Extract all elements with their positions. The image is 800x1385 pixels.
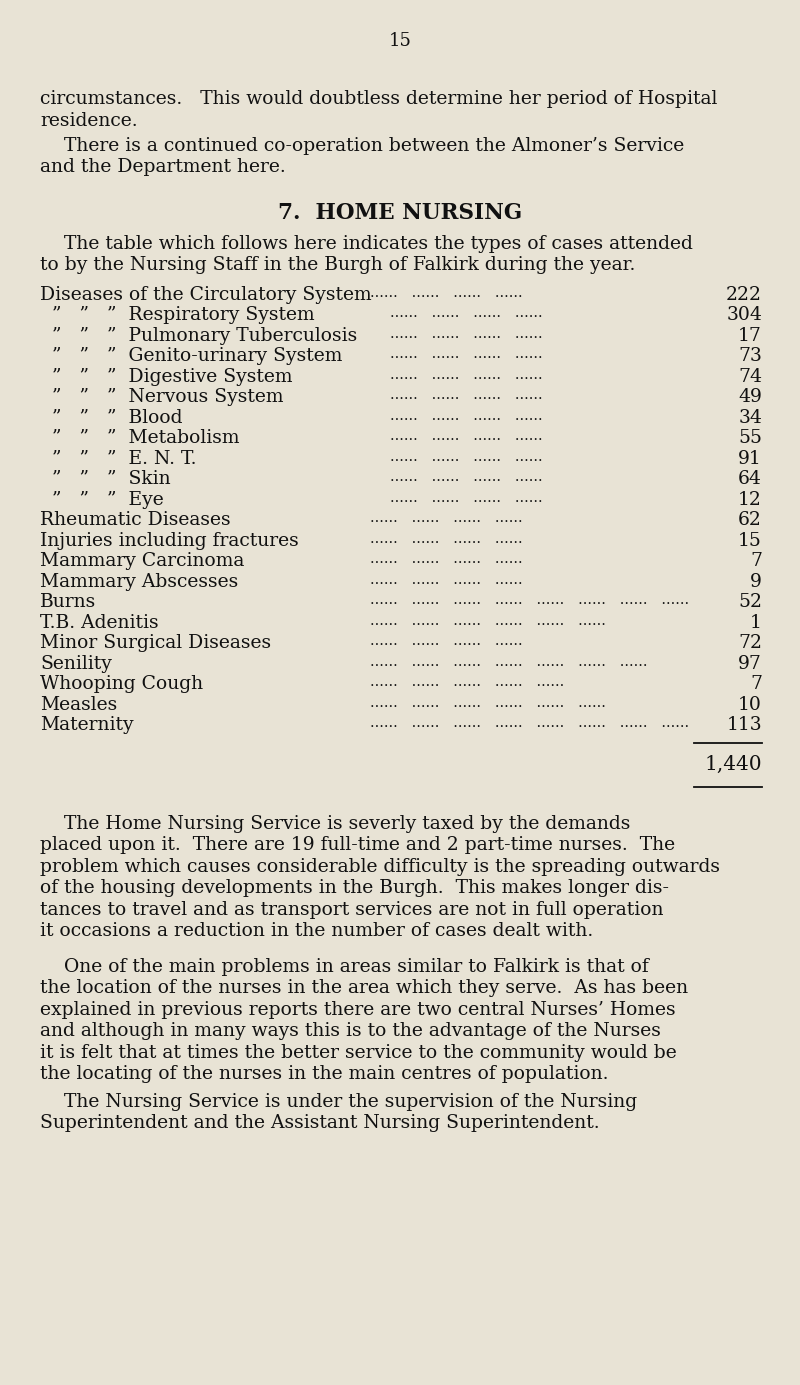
Text: One of the main problems in areas similar to Falkirk is that of: One of the main problems in areas simila… bbox=[40, 957, 649, 975]
Text: ......   ......   ......   ......: ...... ...... ...... ...... bbox=[370, 572, 522, 587]
Text: ”   ”   ”  E. N. T.: ” ” ” E. N. T. bbox=[40, 450, 197, 468]
Text: 7.  HOME NURSING: 7. HOME NURSING bbox=[278, 202, 522, 224]
Text: ......   ......   ......   ......   ......   ......   ......   ......: ...... ...... ...... ...... ...... .....… bbox=[370, 593, 689, 607]
Text: 34: 34 bbox=[738, 409, 762, 427]
Text: residence.: residence. bbox=[40, 112, 138, 130]
Text: The Home Nursing Service is severly taxed by the demands: The Home Nursing Service is severly taxe… bbox=[40, 814, 630, 832]
Text: ......   ......   ......   ......   ......   ......   ......   ......: ...... ...... ...... ...... ...... .....… bbox=[370, 716, 689, 730]
Text: ”   ”   ”  Nervous System: ” ” ” Nervous System bbox=[40, 388, 283, 406]
Text: 10: 10 bbox=[738, 695, 762, 713]
Text: 113: 113 bbox=[726, 716, 762, 734]
Text: The table which follows here indicates the types of cases attended: The table which follows here indicates t… bbox=[40, 234, 693, 252]
Text: explained in previous reports there are two central Nurses’ Homes: explained in previous reports there are … bbox=[40, 1000, 676, 1018]
Text: ”   ”   ”  Skin: ” ” ” Skin bbox=[40, 470, 170, 488]
Text: 12: 12 bbox=[738, 490, 762, 508]
Text: ”   ”   ”  Digestive System: ” ” ” Digestive System bbox=[40, 367, 293, 385]
Text: ......   ......   ......   ......: ...... ...... ...... ...... bbox=[390, 429, 542, 443]
Text: ”   ”   ”  Pulmonary Tuberculosis: ” ” ” Pulmonary Tuberculosis bbox=[40, 327, 358, 345]
Text: ......   ......   ......   ......: ...... ...... ...... ...... bbox=[370, 511, 522, 525]
Text: to by the Nursing Staff in the Burgh of Falkirk during the year.: to by the Nursing Staff in the Burgh of … bbox=[40, 256, 635, 274]
Text: 55: 55 bbox=[738, 429, 762, 447]
Text: 222: 222 bbox=[726, 285, 762, 303]
Text: ......   ......   ......   ......: ...... ...... ...... ...... bbox=[370, 634, 522, 648]
Text: ......   ......   ......   ......: ...... ...... ...... ...... bbox=[390, 490, 542, 504]
Text: problem which causes considerable difficulty is the spreading outwards: problem which causes considerable diffic… bbox=[40, 857, 720, 875]
Text: 52: 52 bbox=[738, 593, 762, 611]
Text: 15: 15 bbox=[738, 532, 762, 550]
Text: ......   ......   ......   ......: ...... ...... ...... ...... bbox=[390, 450, 542, 464]
Text: and although in many ways this is to the advantage of the Nurses: and although in many ways this is to the… bbox=[40, 1022, 661, 1040]
Text: ......   ......   ......   ......: ...... ...... ...... ...... bbox=[390, 348, 542, 361]
Text: 64: 64 bbox=[738, 470, 762, 488]
Text: ......   ......   ......   ......: ...... ...... ...... ...... bbox=[390, 367, 542, 381]
Text: ”   ”   ”  Genito-urinary System: ” ” ” Genito-urinary System bbox=[40, 348, 342, 366]
Text: ......   ......   ......   ......   ......   ......   ......: ...... ...... ...... ...... ...... .....… bbox=[370, 655, 647, 669]
Text: Senility: Senility bbox=[40, 655, 112, 673]
Text: ......   ......   ......   ......: ...... ...... ...... ...... bbox=[390, 470, 542, 483]
Text: ......   ......   ......   ......: ...... ...... ...... ...... bbox=[370, 553, 522, 566]
Text: Burns: Burns bbox=[40, 593, 96, 611]
Text: Mammary Carcinoma: Mammary Carcinoma bbox=[40, 553, 244, 571]
Text: tances to travel and as transport services are not in full operation: tances to travel and as transport servic… bbox=[40, 900, 663, 918]
Text: ”   ”   ”  Metabolism: ” ” ” Metabolism bbox=[40, 429, 239, 447]
Text: 7: 7 bbox=[750, 674, 762, 692]
Text: of the housing developments in the Burgh.  This makes longer dis-: of the housing developments in the Burgh… bbox=[40, 879, 669, 897]
Text: 304: 304 bbox=[726, 306, 762, 324]
Text: ......   ......   ......   ......: ...... ...... ...... ...... bbox=[390, 327, 542, 341]
Text: 1,440: 1,440 bbox=[704, 755, 762, 774]
Text: The Nursing Service is under the supervision of the Nursing: The Nursing Service is under the supervi… bbox=[40, 1093, 637, 1111]
Text: Superintendent and the Assistant Nursing Superintendent.: Superintendent and the Assistant Nursing… bbox=[40, 1114, 600, 1132]
Text: T.B. Adenitis: T.B. Adenitis bbox=[40, 614, 158, 632]
Text: 72: 72 bbox=[738, 634, 762, 652]
Text: 49: 49 bbox=[738, 388, 762, 406]
Text: 74: 74 bbox=[738, 367, 762, 385]
Text: 73: 73 bbox=[738, 348, 762, 366]
Text: ”   ”   ”  Blood: ” ” ” Blood bbox=[40, 409, 182, 427]
Text: ......   ......   ......   ......: ...... ...... ...... ...... bbox=[370, 532, 522, 546]
Text: Maternity: Maternity bbox=[40, 716, 134, 734]
Text: ......   ......   ......   ......   ......   ......: ...... ...... ...... ...... ...... .....… bbox=[370, 614, 606, 627]
Text: ......   ......   ......   ......: ...... ...... ...... ...... bbox=[390, 388, 542, 402]
Text: Whooping Cough: Whooping Cough bbox=[40, 674, 203, 692]
Text: Rheumatic Diseases: Rheumatic Diseases bbox=[40, 511, 230, 529]
Text: ......   ......   ......   ......   ......: ...... ...... ...... ...... ...... bbox=[370, 674, 564, 690]
Text: Injuries including fractures: Injuries including fractures bbox=[40, 532, 298, 550]
Text: Diseases of the Circulatory System: Diseases of the Circulatory System bbox=[40, 285, 372, 303]
Text: 1: 1 bbox=[750, 614, 762, 632]
Text: Mammary Abscesses: Mammary Abscesses bbox=[40, 572, 238, 590]
Text: circumstances.   This would doubtless determine her period of Hospital: circumstances. This would doubtless dete… bbox=[40, 90, 718, 108]
Text: ......   ......   ......   ......: ...... ...... ...... ...... bbox=[390, 306, 542, 320]
Text: ......   ......   ......   ......: ...... ...... ...... ...... bbox=[390, 409, 542, 422]
Text: Minor Surgical Diseases: Minor Surgical Diseases bbox=[40, 634, 271, 652]
Text: 17: 17 bbox=[738, 327, 762, 345]
Text: ......   ......   ......   ......: ...... ...... ...... ...... bbox=[370, 285, 522, 299]
Text: There is a continued co-operation between the Almoner’s Service: There is a continued co-operation betwee… bbox=[40, 137, 684, 155]
Text: the locating of the nurses in the main centres of population.: the locating of the nurses in the main c… bbox=[40, 1065, 609, 1083]
Text: 15: 15 bbox=[389, 32, 411, 50]
Text: 91: 91 bbox=[738, 450, 762, 468]
Text: Measles: Measles bbox=[40, 695, 118, 713]
Text: 62: 62 bbox=[738, 511, 762, 529]
Text: 97: 97 bbox=[738, 655, 762, 673]
Text: the location of the nurses in the area which they serve.  As has been: the location of the nurses in the area w… bbox=[40, 979, 688, 997]
Text: ......   ......   ......   ......   ......   ......: ...... ...... ...... ...... ...... .....… bbox=[370, 695, 606, 709]
Text: it is felt that at times the better service to the community would be: it is felt that at times the better serv… bbox=[40, 1043, 677, 1061]
Text: it occasions a reduction in the number of cases dealt with.: it occasions a reduction in the number o… bbox=[40, 922, 594, 940]
Text: placed upon it.  There are 19 full-time and 2 part-time nurses.  The: placed upon it. There are 19 full-time a… bbox=[40, 837, 675, 855]
Text: ”   ”   ”  Eye: ” ” ” Eye bbox=[40, 490, 164, 508]
Text: 9: 9 bbox=[750, 572, 762, 590]
Text: 7: 7 bbox=[750, 553, 762, 571]
Text: ”   ”   ”  Respiratory System: ” ” ” Respiratory System bbox=[40, 306, 314, 324]
Text: and the Department here.: and the Department here. bbox=[40, 158, 286, 176]
